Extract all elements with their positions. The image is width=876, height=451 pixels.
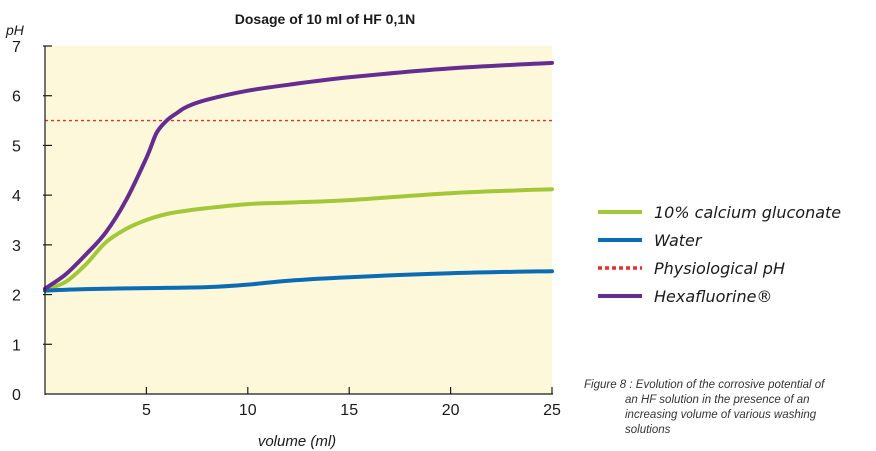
- y-tick-label: 1: [12, 337, 21, 354]
- x-tick-label: 5: [142, 402, 151, 419]
- legend-label-water: Water: [654, 231, 703, 250]
- y-tick-label: 6: [12, 89, 21, 106]
- legend-label-10-calcium-gluconate: 10% calcium gluconate: [654, 203, 841, 222]
- figure-caption: Figure 8 : Evolution of the corrosive po…: [584, 378, 876, 451]
- series-line-hexafluorine: [43, 60, 554, 291]
- y-tick-label: 4: [12, 188, 21, 205]
- plot-background: [45, 46, 552, 394]
- caption-line: solutions: [625, 424, 671, 436]
- legend-label-hexafluorine: Hexafluorine®: [654, 287, 772, 306]
- series-layer: [43, 60, 554, 293]
- legend-label-physiological-ph: Physiological pH: [654, 259, 785, 278]
- axes-layer: 0 1 2 3 4 5 6 7 5 10 15 20 25: [12, 39, 561, 419]
- x-axis-label: volume (ml): [258, 433, 336, 450]
- y-tick-label: 2: [12, 288, 21, 305]
- caption-line: increasing volume of various washing: [625, 409, 817, 421]
- x-tick-label: 15: [340, 402, 358, 419]
- y-tick-label: 0: [12, 387, 21, 404]
- y-axis-label: pH: [5, 22, 25, 38]
- series-line-water: [43, 269, 554, 293]
- series-line-10-calcium-gluconate: [43, 187, 554, 292]
- caption-line: an HF solution in the presence of an: [625, 394, 810, 406]
- chart-title: Dosage of 10 ml of HF 0,1N: [235, 11, 415, 27]
- y-tick-label: 3: [12, 238, 21, 255]
- x-tick-label: 10: [239, 402, 257, 419]
- x-tick-label: 20: [442, 402, 460, 419]
- x-tick-label: 25: [543, 402, 561, 419]
- y-tick-label: 5: [12, 138, 21, 155]
- legend: 10% calcium gluconate Water Physiological …: [598, 203, 841, 306]
- caption-line: Figure 8 : Evolution of the corrosive po…: [584, 379, 825, 391]
- y-tick-label: 7: [12, 39, 21, 56]
